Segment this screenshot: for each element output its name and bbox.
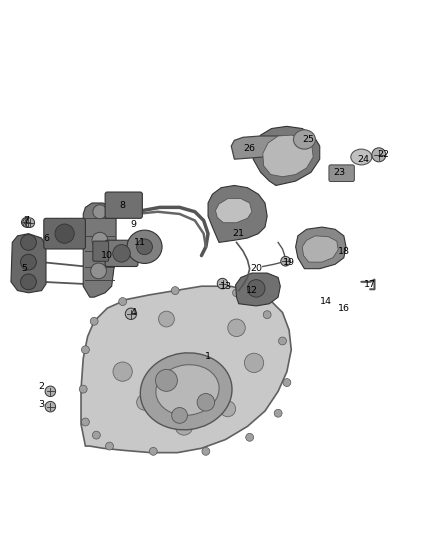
Circle shape [246,433,254,441]
Text: 4: 4 [131,308,137,317]
Text: 12: 12 [246,286,258,295]
Polygon shape [296,227,346,269]
Text: 10: 10 [101,251,113,260]
Circle shape [372,148,386,162]
Circle shape [175,418,193,435]
Polygon shape [236,273,280,306]
Text: 2: 2 [39,383,45,391]
Circle shape [197,393,215,411]
Circle shape [279,337,286,345]
Polygon shape [263,135,313,177]
Circle shape [149,447,157,455]
Polygon shape [81,286,291,453]
FancyBboxPatch shape [329,165,354,182]
Text: 25: 25 [303,135,315,144]
Text: 14: 14 [320,297,332,306]
Polygon shape [215,199,252,223]
Circle shape [21,254,36,270]
Text: 21: 21 [233,229,245,238]
Text: 11: 11 [134,238,146,247]
Polygon shape [208,185,267,243]
FancyBboxPatch shape [105,192,142,219]
Circle shape [220,401,236,417]
Circle shape [79,385,87,393]
Text: 22: 22 [377,150,389,159]
Text: 3: 3 [39,400,45,409]
Circle shape [274,409,282,417]
Text: 1: 1 [205,352,211,361]
Circle shape [217,278,228,289]
Ellipse shape [127,230,162,263]
Text: 17: 17 [364,279,376,288]
Circle shape [92,431,100,439]
Circle shape [21,217,31,227]
Text: 7: 7 [23,216,29,225]
Polygon shape [231,136,300,159]
Circle shape [171,287,179,295]
Circle shape [91,263,106,279]
Text: 8: 8 [120,201,126,209]
FancyBboxPatch shape [105,240,138,266]
FancyBboxPatch shape [93,241,109,261]
Circle shape [202,447,210,455]
Circle shape [21,274,36,290]
Circle shape [247,280,265,297]
Circle shape [21,235,36,251]
FancyBboxPatch shape [44,219,85,249]
Circle shape [81,418,89,426]
Circle shape [25,218,35,228]
Circle shape [106,442,113,450]
Circle shape [172,408,187,423]
Circle shape [55,224,74,243]
Circle shape [244,353,264,373]
Ellipse shape [351,149,372,165]
Text: 5: 5 [21,264,27,273]
Circle shape [45,401,56,412]
Circle shape [283,378,291,386]
Circle shape [90,317,98,325]
Circle shape [23,218,32,228]
Circle shape [125,308,137,319]
Polygon shape [11,233,46,293]
Text: 24: 24 [357,155,370,164]
Polygon shape [83,203,116,297]
Circle shape [233,289,240,297]
Circle shape [92,232,108,248]
Polygon shape [302,236,338,262]
Ellipse shape [140,353,232,430]
Text: 23: 23 [333,168,346,177]
Circle shape [45,386,56,397]
Circle shape [113,245,130,262]
Text: 20: 20 [250,264,262,273]
Text: 16: 16 [338,304,350,313]
Circle shape [137,394,152,410]
Ellipse shape [293,130,315,149]
Text: 19: 19 [283,257,295,266]
Text: 6: 6 [43,233,49,243]
Circle shape [119,297,127,305]
Circle shape [113,362,132,381]
Circle shape [137,239,152,255]
Ellipse shape [156,365,219,415]
Text: 13: 13 [219,282,232,290]
Circle shape [81,346,89,354]
Circle shape [281,256,290,266]
Text: 9: 9 [131,220,137,229]
Text: 18: 18 [338,247,350,256]
Circle shape [93,205,107,219]
Circle shape [228,319,245,336]
Circle shape [155,369,177,391]
Circle shape [263,311,271,319]
Circle shape [159,311,174,327]
Text: 26: 26 [244,144,256,153]
Polygon shape [253,126,320,185]
